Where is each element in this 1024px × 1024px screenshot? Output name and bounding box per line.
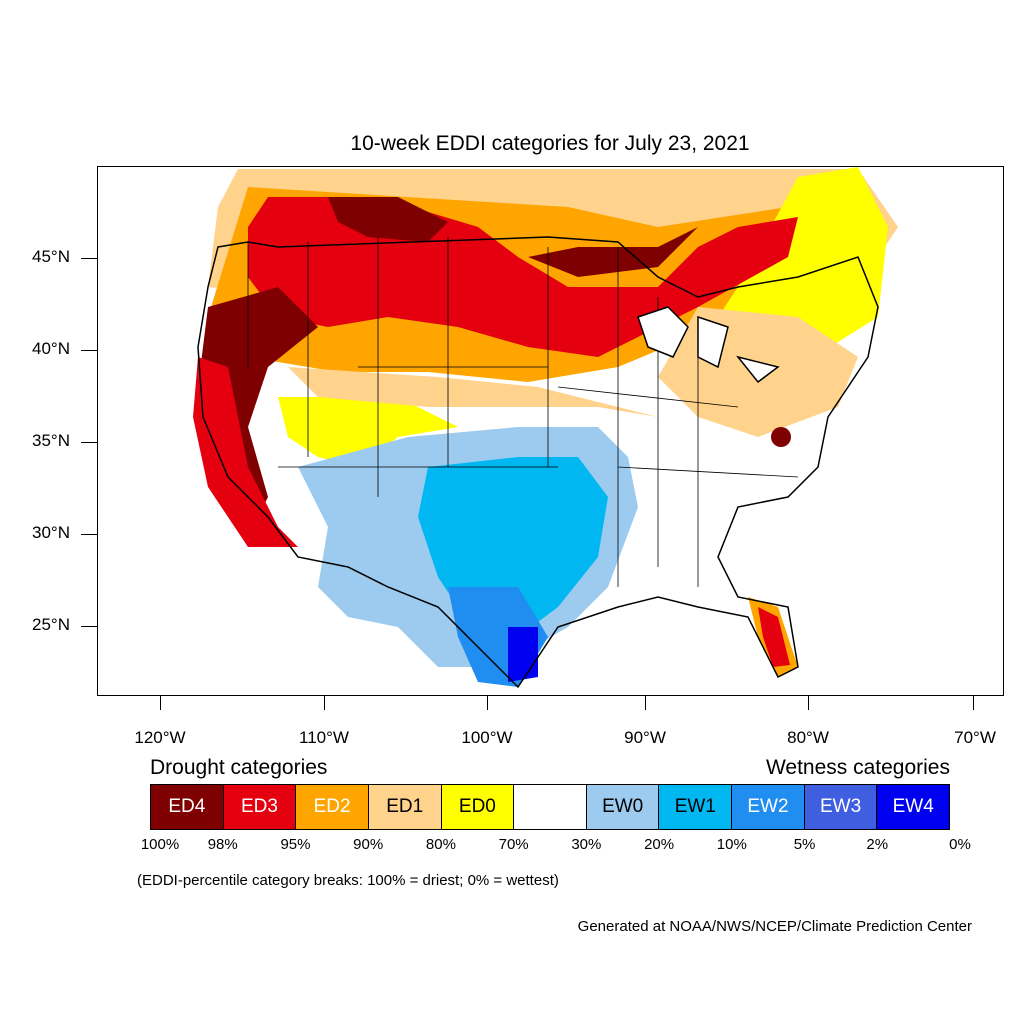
region-ed3-florida bbox=[758, 607, 790, 667]
legend-swatch-ed0: ED0 bbox=[441, 785, 515, 829]
lon-label-90: 90°W bbox=[624, 728, 666, 747]
legend-break-label: 5% bbox=[793, 836, 816, 853]
credit-text: Generated at NOAA/NWS/NCEP/Climate Predi… bbox=[577, 918, 972, 935]
lon-tick-80 bbox=[808, 696, 809, 710]
lon-tick-70 bbox=[973, 696, 974, 710]
legend-swatch-ew0: EW0 bbox=[586, 785, 660, 829]
legend-swatch-ew2: EW2 bbox=[732, 785, 805, 829]
region-ed4-north bbox=[328, 197, 448, 242]
great-lakes bbox=[637, 306, 780, 384]
legend-break-label: 30% bbox=[571, 836, 602, 853]
wetness-categories-title: Wetness categories bbox=[765, 756, 950, 779]
lon-label-100: 100°W bbox=[461, 728, 513, 747]
lat-label-45: 45°N bbox=[32, 247, 70, 266]
state-borders bbox=[247, 237, 799, 587]
lon-label-70: 70°W bbox=[954, 728, 996, 747]
lat-label-40: 40°N bbox=[32, 339, 70, 358]
legend-swatch-ed1: ED1 bbox=[368, 785, 442, 829]
map-plot-area bbox=[97, 166, 1004, 696]
lon-tick-90 bbox=[645, 696, 646, 710]
lon-label-120: 120°W bbox=[134, 728, 186, 747]
legend-swatch-ew3: EW3 bbox=[804, 785, 878, 829]
legend-break-label: 100% bbox=[140, 836, 180, 853]
legend-break-label: 95% bbox=[280, 836, 311, 853]
lon-label-110: 110°W bbox=[299, 728, 349, 747]
legend-swatch-ew1: EW1 bbox=[659, 785, 733, 829]
lat-tick-45 bbox=[81, 258, 97, 259]
lon-label-80: 80°W bbox=[787, 728, 829, 747]
legend-break-label: 2% bbox=[866, 836, 889, 853]
region-ed4-canada bbox=[528, 227, 698, 277]
region-ed3-west bbox=[193, 357, 298, 547]
legend-break-label: 10% bbox=[716, 836, 747, 853]
lon-tick-120 bbox=[160, 696, 161, 710]
lon-tick-100 bbox=[487, 696, 488, 710]
lat-label-25: 25°N bbox=[32, 615, 70, 634]
legend-break-label: 90% bbox=[353, 836, 384, 853]
legend-colorbar: ED4 ED3 ED2 ED1 ED0 EW0 EW1 EW2 EW3 EW4 bbox=[150, 784, 950, 830]
region-ed4-virginia bbox=[771, 427, 791, 447]
lat-tick-35 bbox=[81, 442, 97, 443]
legend-break-label: 70% bbox=[498, 836, 529, 853]
legend-break-label: 80% bbox=[425, 836, 456, 853]
legend-break-label: 20% bbox=[644, 836, 675, 853]
region-ed0-southwest bbox=[278, 397, 458, 467]
legend-swatch-ed3: ED3 bbox=[223, 785, 297, 829]
region-ed1-central bbox=[288, 367, 658, 417]
map-title: 10-week EDDI categories for July 23, 202… bbox=[350, 132, 750, 155]
us-outline bbox=[197, 236, 879, 689]
category-note: (EDDI-percentile category breaks: 100% =… bbox=[137, 872, 559, 889]
lat-tick-25 bbox=[81, 626, 97, 627]
legend-break-label: 98% bbox=[207, 836, 238, 853]
lat-tick-40 bbox=[81, 350, 97, 351]
lon-tick-110 bbox=[324, 696, 325, 710]
lat-label-35: 35°N bbox=[32, 431, 70, 450]
legend-swatch-ed4: ED4 bbox=[151, 785, 224, 829]
legend-break-label: 0% bbox=[949, 836, 971, 853]
region-ew4-coast bbox=[508, 627, 538, 682]
lat-tick-30 bbox=[81, 534, 97, 535]
lat-label-30: 30°N bbox=[32, 523, 70, 542]
legend-swatch-neutral bbox=[514, 785, 587, 829]
legend-swatch-ed2: ED2 bbox=[296, 785, 369, 829]
legend-swatch-ew4: EW4 bbox=[877, 785, 950, 829]
drought-categories-title: Drought categories bbox=[150, 756, 328, 779]
eddi-map bbox=[193, 167, 898, 689]
